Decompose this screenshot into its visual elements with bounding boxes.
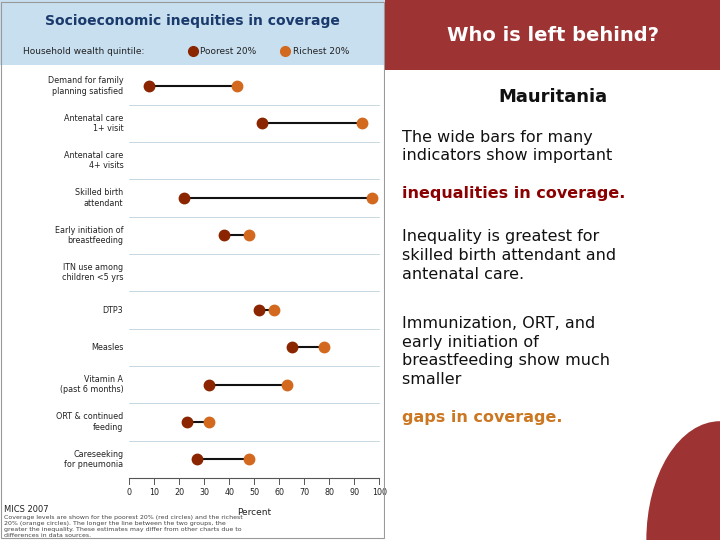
Text: inequalities in coverage.: inequalities in coverage. bbox=[402, 186, 625, 201]
Text: 100: 100 bbox=[372, 488, 387, 497]
Bar bbox=[385, 0, 720, 70]
Text: Percent: Percent bbox=[237, 508, 271, 517]
Text: 40: 40 bbox=[224, 488, 234, 497]
Text: Household wealth quintile:: Household wealth quintile: bbox=[23, 47, 145, 56]
Text: Antenatal care
4+ visits: Antenatal care 4+ visits bbox=[64, 151, 123, 171]
Text: MICS 2007: MICS 2007 bbox=[4, 505, 48, 514]
Text: Vitamin A
(past 6 months): Vitamin A (past 6 months) bbox=[60, 375, 123, 394]
Text: Demand for family
planning satisfied: Demand for family planning satisfied bbox=[48, 77, 123, 96]
Text: Measles: Measles bbox=[91, 343, 123, 352]
Text: ORT & continued
feeding: ORT & continued feeding bbox=[56, 412, 123, 431]
Text: Inequality is greatest for
skilled birth attendant and
antenatal care.: Inequality is greatest for skilled birth… bbox=[402, 230, 616, 282]
Text: 50: 50 bbox=[249, 488, 259, 497]
Text: Who is left behind?: Who is left behind? bbox=[446, 25, 659, 45]
Text: Richest 20%: Richest 20% bbox=[293, 47, 349, 56]
Text: 60: 60 bbox=[274, 488, 284, 497]
Wedge shape bbox=[647, 421, 720, 540]
Text: 80: 80 bbox=[324, 488, 334, 497]
Text: Coverage levels are shown for the poorest 20% (red circles) and the richest
20% : Coverage levels are shown for the poores… bbox=[4, 515, 243, 538]
Text: Early initiation of
breastfeeding: Early initiation of breastfeeding bbox=[55, 226, 123, 245]
Text: 70: 70 bbox=[300, 488, 310, 497]
Wedge shape bbox=[385, 0, 419, 54]
Text: Mauritania: Mauritania bbox=[498, 88, 607, 106]
Text: DTP3: DTP3 bbox=[103, 306, 123, 314]
Text: 30: 30 bbox=[199, 488, 209, 497]
Text: 20: 20 bbox=[174, 488, 184, 497]
Text: 90: 90 bbox=[349, 488, 359, 497]
Text: Poorest 20%: Poorest 20% bbox=[200, 47, 256, 56]
Text: Skilled birth
attendant: Skilled birth attendant bbox=[75, 188, 123, 208]
Text: The wide bars for many
indicators show important: The wide bars for many indicators show i… bbox=[402, 130, 612, 163]
Text: Immunization, ORT, and
early initiation of
breastfeeding show much
smaller: Immunization, ORT, and early initiation … bbox=[402, 316, 610, 387]
Text: Socioeconomic inequities in coverage: Socioeconomic inequities in coverage bbox=[45, 14, 340, 28]
Text: ITN use among
children <5 yrs: ITN use among children <5 yrs bbox=[62, 263, 123, 282]
Text: 0: 0 bbox=[127, 488, 132, 497]
Text: Careseeking
for pneumonia: Careseeking for pneumonia bbox=[64, 449, 123, 469]
Text: gaps in coverage.: gaps in coverage. bbox=[402, 410, 562, 426]
Bar bbox=[0, 0, 385, 65]
Text: 10: 10 bbox=[149, 488, 159, 497]
Text: Antenatal care
1+ visit: Antenatal care 1+ visit bbox=[64, 114, 123, 133]
